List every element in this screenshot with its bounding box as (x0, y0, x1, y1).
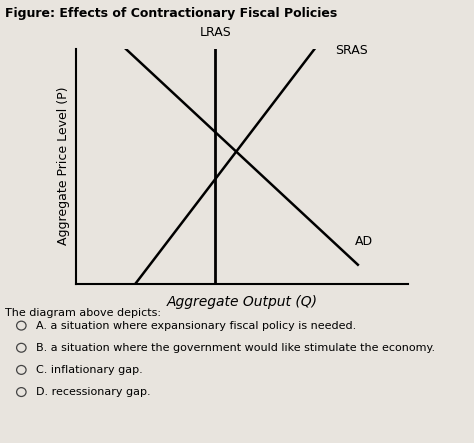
Y-axis label: Aggregate Price Level (P): Aggregate Price Level (P) (57, 87, 70, 245)
Text: A. a situation where expansionary fiscal policy is needed.: A. a situation where expansionary fiscal… (36, 321, 356, 330)
Text: B. a situation where the government would like stimulate the economy.: B. a situation where the government woul… (36, 343, 435, 353)
Text: SRAS: SRAS (335, 44, 367, 57)
Text: C. inflationary gap.: C. inflationary gap. (36, 365, 142, 375)
Text: D. recessionary gap.: D. recessionary gap. (36, 387, 150, 397)
Text: AD: AD (355, 235, 373, 248)
Text: Figure: Effects of Contractionary Fiscal Policies: Figure: Effects of Contractionary Fiscal… (5, 7, 337, 19)
Text: The diagram above depicts:: The diagram above depicts: (5, 308, 161, 318)
Text: LRAS: LRAS (200, 26, 231, 39)
Text: Aggregate Output (Q): Aggregate Output (Q) (166, 295, 317, 309)
